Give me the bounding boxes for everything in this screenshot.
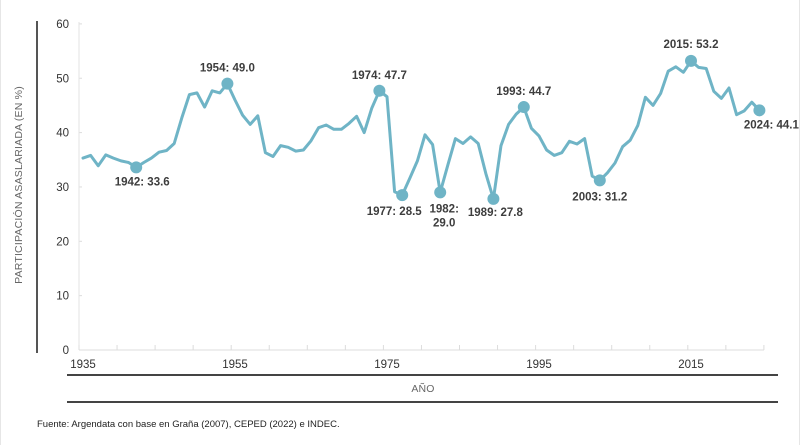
y-tick-label: 30 [56, 182, 69, 194]
annotation-marker [593, 174, 606, 187]
source-note: Fuente: Argendata con base en Graña (200… [37, 419, 340, 430]
y-tick-label: 20 [56, 236, 69, 248]
annotation-marker [685, 54, 697, 67]
annotation-labels: 1942: 33.6 1954: 49.0 1974: 47.7 1977: 28.5… [115, 39, 800, 230]
x-tick-label: 1975 [374, 359, 400, 371]
frame-border-left [0, 0, 1, 445]
annotation-label: 2003: 31.2 [572, 191, 627, 203]
y-tick-label: 40 [56, 128, 69, 140]
annotation-label: 1977: 28.5 [367, 206, 423, 218]
y-tick-label: 60 [56, 19, 69, 31]
annotation-marker [221, 77, 234, 90]
annotation-label: 2015: 53.2 [664, 39, 719, 51]
y-tick-label: 0 [63, 345, 69, 357]
series-line [81, 59, 761, 201]
annotation-label: 1982: [429, 203, 458, 215]
annotation-markers [130, 54, 766, 205]
annotation-label: 1989: 27.8 [468, 207, 524, 219]
annotation-label: 29.0 [433, 217, 455, 229]
annotation-marker [396, 189, 409, 202]
x-tick-label: 1955 [222, 359, 248, 371]
y-tick-label: 10 [56, 291, 69, 303]
annotation-marker [753, 104, 766, 117]
x-axis-title: AÑO [411, 382, 434, 395]
annotation-label: 1954: 49.0 [200, 63, 255, 75]
annotation-label: 1942: 33.6 [115, 176, 170, 188]
x-tick-label: 1935 [70, 359, 96, 371]
annotation-label: 1974: 47.7 [352, 70, 407, 82]
x-axis: 1935 1955 1975 1995 2015 [70, 345, 765, 371]
annotation-marker [487, 192, 500, 205]
y-axis: 0 10 20 30 40 50 60 [56, 19, 82, 357]
annotation-marker [517, 101, 530, 114]
annotation-label: 1993: 44.7 [496, 86, 551, 98]
x-tick-label: 2015 [678, 359, 704, 371]
annotation-marker [434, 186, 447, 199]
y-tick-label: 50 [56, 73, 69, 85]
x-tick-label: 1995 [526, 359, 552, 371]
annotation-marker [373, 84, 386, 97]
annotation-label: 2024: 44.1 [744, 119, 800, 131]
annotation-marker [130, 161, 143, 174]
y-axis-title: PARTICIPACIÓN ASASLARIADA (EN %) [12, 86, 25, 284]
